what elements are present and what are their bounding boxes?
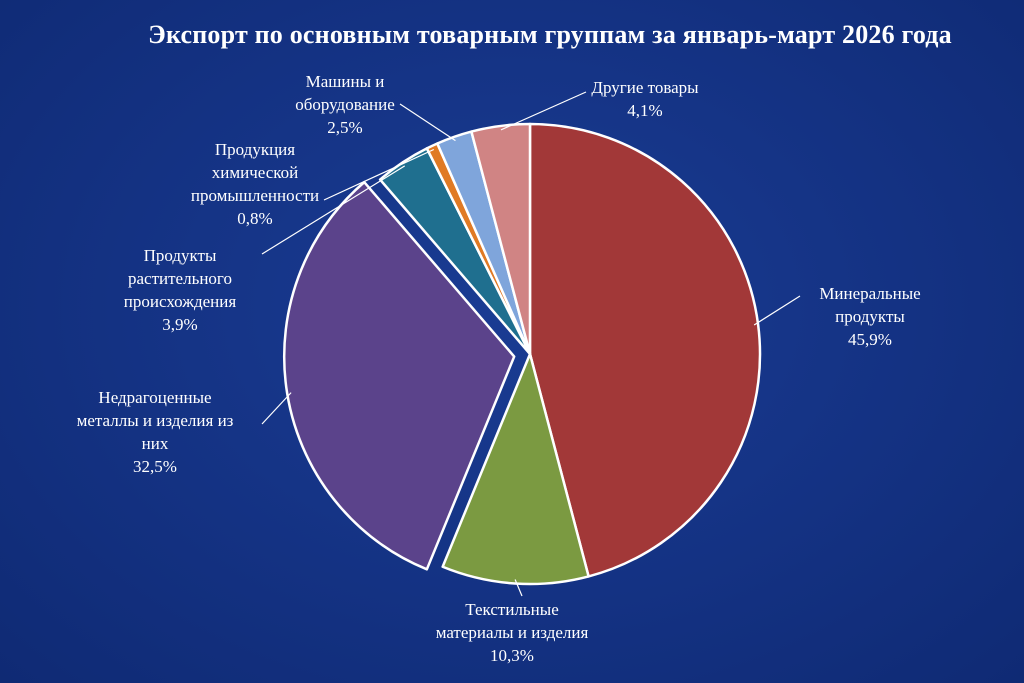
slice-value: 4,1% xyxy=(627,101,663,120)
slice-label-7: Другие товары 4,1% xyxy=(560,76,730,122)
slice-label-2: Текстильные материалы и изделия 10,3% xyxy=(392,598,632,667)
slice-label-line: растительного xyxy=(128,269,232,288)
leader-line-2 xyxy=(514,579,523,597)
pie-slice-2 xyxy=(441,352,590,586)
slice-label-line: Минеральные xyxy=(819,284,921,303)
slice-label-line: продукты xyxy=(835,307,905,326)
slice-label-line: Продукты xyxy=(143,246,217,265)
leader-line-6 xyxy=(399,103,456,142)
pie-slice-3 xyxy=(282,180,516,571)
slice-label-line: Текстильные xyxy=(465,600,559,619)
leader-line-7 xyxy=(500,91,587,131)
slice-label-4: Продукты растительного происхождения 3,9% xyxy=(100,244,260,336)
slice-label-5: Продукция химической промышленности 0,8% xyxy=(170,138,340,230)
slice-label-line: Недрагоценные xyxy=(98,388,212,407)
slice-label-6: Машины и оборудование 2,5% xyxy=(270,70,420,139)
slice-label-line: оборудование xyxy=(295,95,395,114)
pie-slice-7 xyxy=(470,122,532,356)
leader-line-3 xyxy=(261,392,292,425)
slice-value: 3,9% xyxy=(162,315,198,334)
leader-line-1 xyxy=(753,295,801,326)
slice-value: 32,5% xyxy=(133,457,177,476)
chart-title: Экспорт по основным товарным группам за … xyxy=(148,20,952,49)
slice-label-line: промышленности xyxy=(190,186,320,205)
slice-label-1: Минеральные продукты 45,9% xyxy=(790,282,950,351)
slice-value: 10,3% xyxy=(490,646,534,665)
leader-line-4 xyxy=(261,165,406,255)
slice-label-line: Машины и xyxy=(305,72,385,91)
pie-slice-1 xyxy=(528,122,762,578)
slice-label-line: Другие товары xyxy=(591,78,699,97)
leader-line-5 xyxy=(323,148,435,201)
slice-label-line: происхождения xyxy=(123,292,237,311)
slice-label-line: металлы и изделия из xyxy=(76,411,234,430)
slice-label-line: Продукция xyxy=(214,140,296,159)
slice-label-line: них xyxy=(141,434,169,453)
slice-label-3: Недрагоценные металлы и изделия из них 32,5… xyxy=(50,386,260,478)
slice-label-line: материалы и изделия xyxy=(435,623,589,642)
slice-label-line: химической xyxy=(211,163,299,182)
slice-value: 45,9% xyxy=(848,330,892,349)
slice-value: 0,8% xyxy=(237,209,273,228)
slice-value: 2,5% xyxy=(327,118,363,137)
